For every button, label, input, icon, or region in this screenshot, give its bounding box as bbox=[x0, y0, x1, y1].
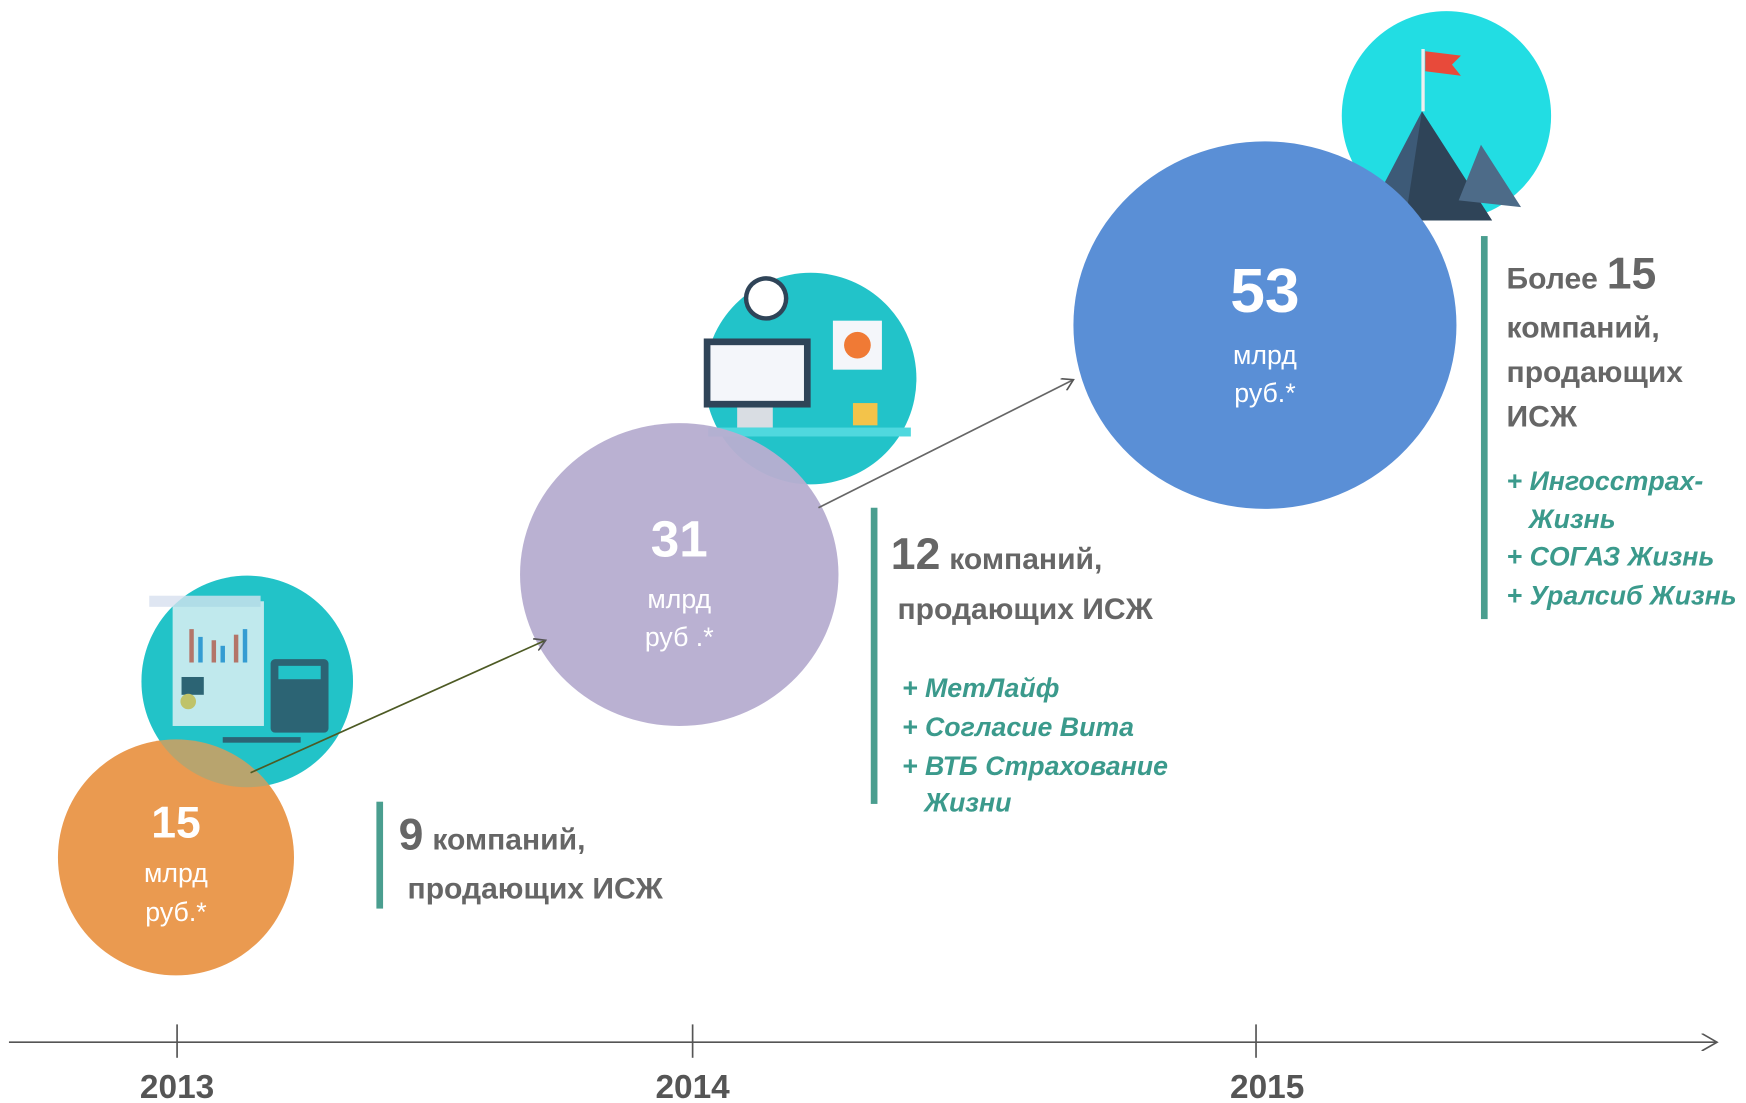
side-bar bbox=[1481, 236, 1488, 619]
companies-line: Более 15 bbox=[1507, 249, 1657, 298]
addition: + Уралсиб Жизнь bbox=[1507, 581, 1737, 611]
addition: + Ингосстрах- bbox=[1507, 466, 1704, 496]
unit: руб.* bbox=[145, 897, 206, 927]
unit: млрд bbox=[144, 858, 208, 888]
addition: Жизни bbox=[922, 788, 1011, 818]
infographic: 15 млрд руб.* 31 млрд руб .* 53 млрд руб… bbox=[0, 0, 1746, 1103]
page: {"timeline": {"years": ["2013", "2014", … bbox=[0, 0, 1746, 1103]
side-bar bbox=[376, 802, 383, 909]
unit: руб .* bbox=[645, 622, 714, 652]
companies-rest: продающих ИСЖ bbox=[408, 873, 664, 906]
prefix: Более bbox=[1507, 262, 1598, 295]
year-label: 2013 bbox=[140, 1069, 214, 1103]
volume: 15 bbox=[151, 798, 201, 847]
volume: 31 bbox=[651, 511, 708, 568]
addition: + Согласие Вита bbox=[902, 712, 1134, 742]
companies-text: компаний, bbox=[949, 543, 1102, 576]
overlap bbox=[141, 576, 353, 788]
year-label: 2014 bbox=[655, 1069, 730, 1103]
addition: Жизнь bbox=[1527, 504, 1616, 534]
volume: 53 bbox=[1230, 257, 1299, 326]
companies-text: компаний, bbox=[432, 824, 585, 857]
companies-rest: продающих bbox=[1507, 356, 1684, 389]
addition: + СОГАЗ Жизнь bbox=[1507, 542, 1715, 572]
companies-count: 12 bbox=[891, 530, 941, 579]
circle-2014 bbox=[520, 423, 838, 726]
year-label: 2015 bbox=[1230, 1069, 1304, 1103]
addition: + ВТБ Страхование bbox=[902, 751, 1168, 781]
addition: + МетЛайф bbox=[902, 673, 1059, 703]
companies-rest: продающих ИСЖ bbox=[897, 593, 1153, 626]
unit: млрд bbox=[1233, 340, 1297, 370]
side-bar bbox=[871, 508, 878, 804]
unit: млрд bbox=[647, 584, 711, 614]
companies-rest: ИСЖ bbox=[1507, 400, 1578, 433]
companies-rest: компаний, bbox=[1507, 311, 1660, 344]
unit: руб.* bbox=[1234, 378, 1295, 408]
companies-count: 9 bbox=[399, 811, 424, 860]
companies-count: 15 bbox=[1607, 249, 1657, 298]
